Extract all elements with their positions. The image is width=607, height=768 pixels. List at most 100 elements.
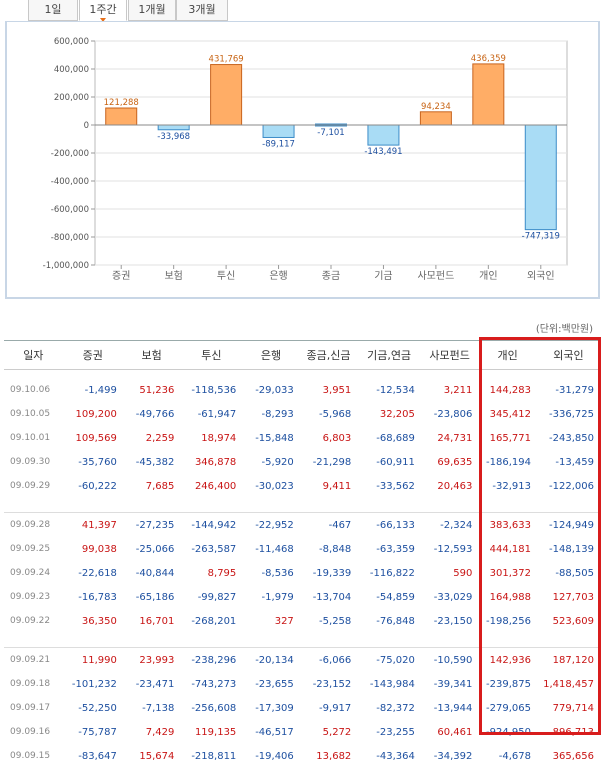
- group-spacer: [4, 633, 600, 648]
- tab-1[interactable]: 1주간: [79, 0, 127, 21]
- value-cell: 69,635: [421, 450, 479, 474]
- value-cell: -15,848: [242, 426, 300, 450]
- value-cell: -22,618: [63, 561, 123, 585]
- value-cell: -68,689: [357, 426, 421, 450]
- value-cell: -7,138: [123, 696, 181, 720]
- value-cell: -25,066: [123, 537, 181, 561]
- value-cell: -88,505: [537, 561, 600, 585]
- date-cell: 09.09.29: [4, 474, 63, 498]
- value-cell: 896,713: [537, 720, 600, 744]
- date-cell: 09.09.17: [4, 696, 63, 720]
- value-cell: -49,766: [123, 402, 181, 426]
- value-cell: 346,878: [180, 450, 242, 474]
- value-cell: -13,459: [537, 450, 600, 474]
- value-cell: 23,993: [123, 648, 181, 673]
- value-cell: -101,232: [63, 672, 123, 696]
- value-cell: 3,951: [300, 378, 358, 402]
- value-cell: 119,135: [180, 720, 242, 744]
- column-header: 은행: [242, 341, 300, 370]
- value-cell: -33,029: [421, 585, 479, 609]
- value-cell: -20,134: [242, 648, 300, 673]
- y-tick-label: 200,000: [54, 93, 89, 103]
- group-spacer: [4, 370, 600, 379]
- date-cell: 09.09.18: [4, 672, 63, 696]
- value-cell: 301,372: [478, 561, 537, 585]
- value-cell: -12,534: [357, 378, 421, 402]
- value-cell: -743,273: [180, 672, 242, 696]
- value-cell: 51,236: [123, 378, 181, 402]
- value-cell: -82,372: [357, 696, 421, 720]
- y-tick-label: -200,000: [51, 149, 89, 159]
- x-tick-label: 증권: [112, 270, 130, 282]
- x-tick-label: 종금: [322, 270, 340, 282]
- x-tick-label: 외국인: [527, 270, 555, 282]
- data-label: -143,491: [364, 147, 402, 157]
- value-cell: -60,911: [357, 450, 421, 474]
- date-cell: 09.09.28: [4, 513, 63, 538]
- table-row: 09.09.18-101,232-23,471-743,273-23,655-2…: [4, 672, 600, 696]
- value-cell: 165,771: [478, 426, 537, 450]
- bar-은행: [263, 125, 294, 137]
- value-cell: -1,499: [63, 378, 123, 402]
- value-cell: 345,412: [478, 402, 537, 426]
- value-cell: -75,787: [63, 720, 123, 744]
- value-cell: -143,984: [357, 672, 421, 696]
- value-cell: -8,536: [242, 561, 300, 585]
- value-cell: -23,471: [123, 672, 181, 696]
- date-cell: 09.10.01: [4, 426, 63, 450]
- value-cell: -17,309: [242, 696, 300, 720]
- value-cell: -268,201: [180, 609, 242, 633]
- value-cell: -5,258: [300, 609, 358, 633]
- value-cell: 99,038: [63, 537, 123, 561]
- value-cell: 187,120: [537, 648, 600, 673]
- value-cell: -31,279: [537, 378, 600, 402]
- x-tick-label: 투신: [217, 270, 235, 282]
- value-cell: 127,703: [537, 585, 600, 609]
- tab-0[interactable]: 1일: [28, 0, 78, 21]
- value-cell: -5,968: [300, 402, 358, 426]
- column-header: 보험: [123, 341, 181, 370]
- value-cell: 365,656: [537, 744, 600, 768]
- value-cell: -144,942: [180, 513, 242, 538]
- value-cell: -243,850: [537, 426, 600, 450]
- value-cell: 9,411: [300, 474, 358, 498]
- bar-개인: [473, 64, 504, 125]
- value-cell: 383,633: [478, 513, 537, 538]
- data-label: 431,769: [209, 55, 244, 65]
- value-cell: 20,463: [421, 474, 479, 498]
- value-cell: 779,714: [537, 696, 600, 720]
- column-header: 외국인: [537, 341, 600, 370]
- data-label: -89,117: [262, 139, 295, 149]
- value-cell: -33,562: [357, 474, 421, 498]
- value-cell: -99,827: [180, 585, 242, 609]
- value-cell: -75,020: [357, 648, 421, 673]
- value-cell: -218,811: [180, 744, 242, 768]
- investor-net-buy-bar-chart: 600,000400,000200,0000-200,000-400,000-6…: [7, 22, 598, 297]
- value-cell: 7,685: [123, 474, 181, 498]
- value-cell: 32,205: [357, 402, 421, 426]
- tab-3[interactable]: 3개월: [176, 0, 228, 21]
- date-cell: 09.09.30: [4, 450, 63, 474]
- value-cell: -39,341: [421, 672, 479, 696]
- tab-2[interactable]: 1개월: [128, 0, 176, 21]
- value-cell: 1,418,457: [537, 672, 600, 696]
- x-tick-label: 개인: [479, 270, 497, 282]
- value-cell: 246,400: [180, 474, 242, 498]
- value-cell: -148,139: [537, 537, 600, 561]
- bar-외국인: [525, 125, 556, 230]
- value-cell: 590: [421, 561, 479, 585]
- value-cell: -10,590: [421, 648, 479, 673]
- value-cell: 41,397: [63, 513, 123, 538]
- value-cell: -263,587: [180, 537, 242, 561]
- column-header: 사모펀드: [421, 341, 479, 370]
- value-cell: -12,593: [421, 537, 479, 561]
- value-cell: -13,704: [300, 585, 358, 609]
- y-tick-label: -1,000,000: [43, 261, 89, 271]
- value-cell: -46,517: [242, 720, 300, 744]
